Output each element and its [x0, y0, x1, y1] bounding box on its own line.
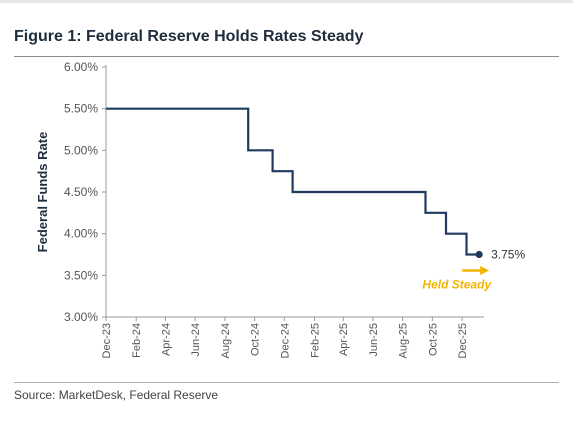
y-tick-label: 5.00%: [64, 143, 98, 157]
y-axis-ticks: 6.00% 5.50% 5.00% 4.50% 4.00% 3.50% 3.00%: [64, 60, 106, 324]
source-divider: [14, 382, 559, 383]
y-tick-label: 4.50%: [64, 185, 98, 199]
annotation-arrow-head: [480, 266, 490, 275]
y-tick-label: 3.50%: [64, 268, 98, 282]
x-tick-label: Jun-24: [190, 323, 202, 357]
series-group: 3.75%: [106, 107, 525, 262]
title-divider: [14, 56, 559, 57]
annotation-group: Held Steady: [422, 266, 492, 292]
y-tick-label: 5.50%: [64, 102, 98, 116]
annotation-label: Held Steady: [422, 278, 492, 292]
x-tick-label: Feb-25: [309, 323, 321, 358]
end-point-label: 3.75%: [491, 248, 525, 262]
top-rule: [0, 0, 573, 3]
source-note: Source: MarketDesk, Federal Reserve: [14, 388, 219, 402]
chart-title: Figure 1: Federal Reserve Holds Rates St…: [14, 28, 364, 45]
x-tick-label: Apr-24: [160, 323, 172, 356]
x-axis-ticks: Dec-23 Feb-24 Apr-24 Jun-24 Aug-24 Oct-24 Dec-…: [101, 317, 469, 358]
rate-series-line: [106, 107, 480, 256]
x-tick-label: Oct-25: [427, 323, 439, 356]
x-tick-label: Feb-24: [131, 323, 143, 358]
y-axis-label: Federal Funds Rate: [35, 132, 50, 253]
y-tick-label: 4.00%: [64, 227, 98, 241]
y-tick-label: 6.00%: [64, 60, 98, 74]
end-point-marker: [475, 250, 483, 259]
y-tick-label: 3.00%: [64, 310, 98, 324]
x-tick-label: Dec-23: [101, 323, 113, 358]
x-tick-label: Dec-24: [279, 323, 291, 358]
x-tick-label: Aug-25: [398, 323, 410, 358]
x-tick-label: Apr-25: [338, 323, 350, 356]
x-tick-label: Oct-24: [250, 323, 262, 356]
x-tick-label: Aug-24: [220, 323, 232, 358]
x-tick-label: Dec-25: [457, 323, 469, 358]
x-tick-label: Jun-25: [368, 323, 380, 357]
